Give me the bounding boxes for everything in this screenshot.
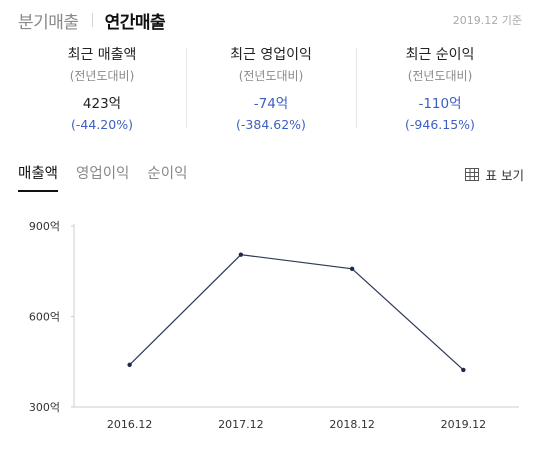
- summary-panel: 최근 매출액 (전년도대비) 423억 (-44.20%) 최근 영업이익 (전…: [0, 40, 538, 145]
- y-tick-label: 600억: [29, 311, 60, 324]
- x-tick-label: 2019.12: [441, 418, 487, 431]
- tab-divider: [91, 13, 93, 27]
- summary-value: -110억: [418, 96, 462, 112]
- summary-change: (-384.62%): [236, 117, 306, 132]
- x-tick-label: 2017.12: [218, 418, 264, 431]
- summary-value: 423억: [82, 96, 122, 112]
- summary-revenue: 최근 매출액 (전년도대비) 423억 (-44.20%): [17, 46, 187, 134]
- x-tick-label: 2016.12: [107, 418, 153, 431]
- table-icon: [464, 168, 479, 181]
- tab-net-income[interactable]: 순이익: [147, 166, 188, 182]
- summary-divider: [356, 48, 357, 128]
- tab-quarterly-revenue[interactable]: 분기매출: [18, 12, 79, 33]
- data-point: [127, 362, 132, 367]
- summary-net-income: 최근 순이익 (전년도대비) -110억 (-946.15%): [355, 46, 525, 134]
- x-tick-label: 2018.12: [329, 418, 375, 431]
- summary-divider: [186, 48, 187, 128]
- summary-period: (전년도대비): [238, 69, 304, 83]
- summary-change: (-946.15%): [405, 117, 475, 132]
- y-tick-label: 300억: [29, 401, 60, 414]
- summary-change: (-44.20%): [71, 117, 133, 132]
- metric-tabs: 매출액 영업이익 순이익: [18, 162, 205, 192]
- summary-title: 최근 영업이익: [230, 47, 312, 63]
- revenue-series-line: [129, 254, 464, 371]
- table-view-label: 표 보기: [485, 168, 524, 183]
- summary-title: 최근 순이익: [405, 47, 475, 63]
- tab-annual-revenue[interactable]: 연간매출: [104, 12, 166, 33]
- tab-revenue[interactable]: 매출액: [18, 162, 59, 192]
- revenue-line-chart: 900억 600억 300억 2016.12 2017.12 2018.12 2019.12: [29, 220, 519, 431]
- summary-period: (전년도대비): [69, 69, 135, 83]
- data-point: [349, 266, 355, 272]
- summary-value: -74억: [253, 96, 289, 112]
- tab-operating-profit[interactable]: 영업이익: [76, 166, 130, 182]
- summary-operating-profit: 최근 영업이익 (전년도대비) -74억 (-384.62%): [186, 46, 356, 134]
- y-tick-label: 900억: [29, 220, 60, 233]
- period-tabs: 분기매출 연간매출: [18, 8, 166, 33]
- as-of-date: 2019.12 기준: [452, 14, 522, 27]
- summary-period: (전년도대비): [407, 69, 473, 83]
- summary-title: 최근 매출액: [67, 47, 137, 63]
- table-view-button[interactable]: 표 보기: [464, 165, 524, 184]
- data-point: [461, 367, 466, 373]
- data-point: [238, 252, 244, 257]
